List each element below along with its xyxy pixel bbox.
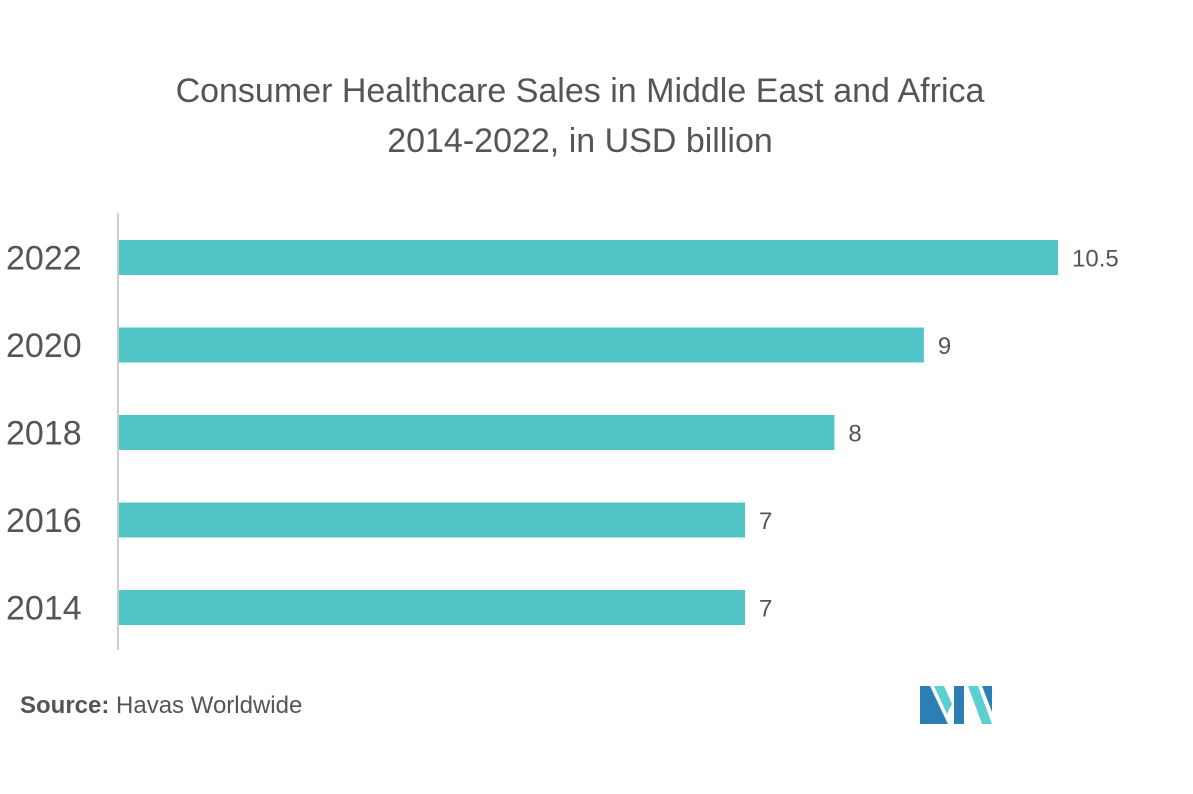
value-label-2020: 9 [938,333,951,360]
source-note: Source: Havas Worldwide [20,692,302,720]
value-label-2016: 7 [759,508,772,535]
category-label-2018: 2018 [6,415,82,453]
mordor-intelligence-logo-icon [920,686,992,724]
bars-group: 2022 10.5 2020 9 2018 8 2016 7 2014 7 [6,240,1119,628]
category-label-2014: 2014 [6,590,82,628]
bar-2018 [119,415,835,450]
bar-chart: 2022 10.5 2020 9 2018 8 2016 7 2014 7 [6,213,1119,650]
chart-title-line-1: Consumer Healthcare Sales in Middle East… [175,72,985,110]
bar-2014 [119,590,745,625]
chart-subtitle-line-2: 2014-2022, in USD billion [387,122,773,160]
category-label-2016: 2016 [6,502,82,540]
category-label-2020: 2020 [6,327,82,365]
category-label-2022: 2022 [6,240,82,278]
source-value: Havas Worldwide [116,692,303,719]
source-label: Source: [20,692,110,719]
bar-2020 [119,327,924,363]
value-label-2022: 10.5 [1072,246,1119,273]
bar-2022 [119,240,1058,275]
bar-2016 [119,502,745,538]
value-label-2014: 7 [759,596,772,623]
value-label-2018: 8 [848,421,861,448]
